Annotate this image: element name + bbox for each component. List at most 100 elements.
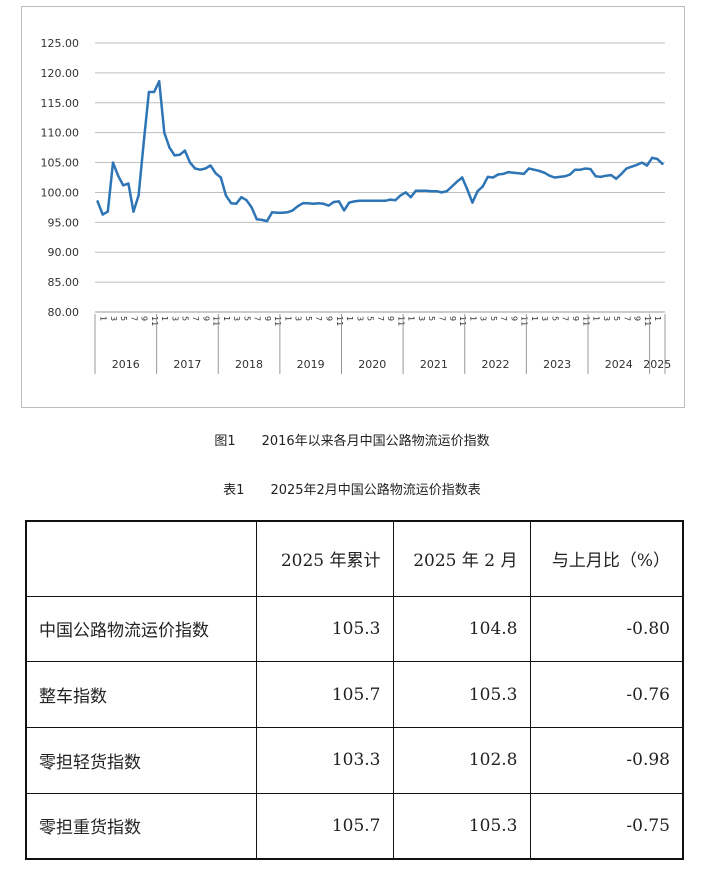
data-point xyxy=(589,167,592,171)
x-tick-label: 1 xyxy=(222,316,231,321)
data-point xyxy=(296,204,300,208)
data-point xyxy=(584,167,587,170)
data-point xyxy=(111,161,115,164)
data-point xyxy=(363,199,366,203)
year-label: 2025 xyxy=(643,358,671,371)
x-tick-label: 11 xyxy=(643,316,652,326)
data-point xyxy=(183,149,187,152)
data-point xyxy=(204,167,207,170)
header-cell-mom-change: 与上月比（%） xyxy=(529,520,684,597)
data-point xyxy=(661,162,664,165)
x-tick-label: 5 xyxy=(242,316,251,321)
x-tick-label: 3 xyxy=(417,316,426,321)
x-tick-label: 3 xyxy=(109,316,118,321)
data-point xyxy=(599,175,603,179)
freight-index-table: 2025 年累计 2025 年 2 月 与上月比（%） 中国公路物流运价指数 1… xyxy=(25,520,684,860)
x-tick-label: 3 xyxy=(602,316,611,321)
data-point xyxy=(342,209,346,212)
data-point xyxy=(127,182,130,185)
row-name: 零担轻货指数 xyxy=(25,727,257,794)
cumulative-value: 105.7 xyxy=(255,792,394,860)
data-point xyxy=(209,164,212,167)
data-point xyxy=(132,210,135,213)
cumulative-value: 103.3 xyxy=(255,727,394,794)
data-point xyxy=(235,202,238,206)
data-point xyxy=(486,175,490,179)
data-point xyxy=(579,168,582,171)
data-point xyxy=(116,174,120,177)
data-point xyxy=(353,200,356,203)
data-point xyxy=(527,167,531,170)
x-tick-label: 7 xyxy=(253,316,262,321)
data-point xyxy=(430,190,433,193)
x-tick-label: 7 xyxy=(129,316,138,321)
y-tick-label: 105.00 xyxy=(41,157,80,170)
table-header-row: 2025 年累计 2025 年 2 月 与上月比（%） xyxy=(25,520,684,597)
data-point xyxy=(96,200,99,203)
table-row: 零担重货指数 105.7 105.3 -0.75 xyxy=(25,792,684,860)
year-label: 2021 xyxy=(420,358,448,371)
year-label: 2024 xyxy=(605,358,633,371)
data-point xyxy=(645,164,649,167)
data-point xyxy=(507,170,510,174)
x-tick-label: 7 xyxy=(314,316,323,321)
x-tick-label: 3 xyxy=(170,316,179,321)
x-tick-label: 3 xyxy=(355,316,364,321)
x-tick-label: 9 xyxy=(386,316,395,321)
y-tick-label: 125.00 xyxy=(41,37,80,50)
data-point xyxy=(394,199,397,202)
data-point xyxy=(347,201,351,204)
table-row: 零担轻货指数 103.3 102.8 -0.98 xyxy=(25,727,684,794)
chart-frame: 80.00 85.00 90.00 95.00 100.00 105.00 110.00 11… xyxy=(21,6,685,408)
year-label: 2018 xyxy=(235,358,263,371)
x-tick-label: 7 xyxy=(376,316,385,321)
data-point xyxy=(650,156,654,159)
data-point xyxy=(609,173,613,177)
data-point xyxy=(101,213,104,216)
month-value: 102.8 xyxy=(392,727,531,794)
data-point xyxy=(250,206,253,209)
figure-caption-text: 2016年以来各月中国公路物流运价指数 xyxy=(261,434,490,449)
x-tick-label: 1 xyxy=(592,316,601,321)
data-point xyxy=(409,196,413,199)
mom-change-value: -0.75 xyxy=(529,792,684,860)
y-tick-label: 80.00 xyxy=(48,306,80,319)
x-tick-label: 3 xyxy=(294,316,303,321)
x-tick-label: 5 xyxy=(427,316,436,321)
data-point xyxy=(306,202,310,205)
x-tick-label: 1 xyxy=(468,316,477,321)
x-tick-label: 5 xyxy=(489,316,498,321)
x-tick-label: 9 xyxy=(325,316,334,321)
y-tick-label: 120.00 xyxy=(41,67,80,80)
data-point xyxy=(502,172,505,176)
month-value: 104.8 xyxy=(392,595,531,663)
year-label: 2016 xyxy=(112,358,140,371)
data-point xyxy=(229,202,233,205)
data-point xyxy=(368,199,371,203)
table-row: 中国公路物流运价指数 105.3 104.8 -0.80 xyxy=(25,595,684,663)
header-cell-month: 2025 年 2 月 xyxy=(392,520,531,597)
data-point xyxy=(332,200,335,204)
data-point xyxy=(378,199,382,203)
x-tick-label: 1 xyxy=(407,316,416,321)
x-tick-label: 9 xyxy=(263,316,272,321)
x-tick-label: 7 xyxy=(561,316,570,321)
y-tick-label: 90.00 xyxy=(48,246,80,259)
data-point xyxy=(517,172,520,175)
year-label: 2023 xyxy=(543,358,571,371)
mom-change-value: -0.76 xyxy=(529,661,684,728)
data-point xyxy=(224,194,228,197)
y-tick-label: 100.00 xyxy=(41,186,80,199)
data-point xyxy=(193,167,197,170)
x-tick-label: 7 xyxy=(437,316,446,321)
data-point xyxy=(199,168,202,171)
data-point xyxy=(312,202,315,206)
x-tick-label: 5 xyxy=(304,316,313,321)
data-point xyxy=(471,201,474,204)
data-point xyxy=(625,167,628,170)
data-point xyxy=(255,218,258,221)
data-point xyxy=(568,173,572,176)
x-tick-label: 5 xyxy=(366,316,375,321)
data-point xyxy=(219,176,223,179)
data-point xyxy=(173,154,176,157)
